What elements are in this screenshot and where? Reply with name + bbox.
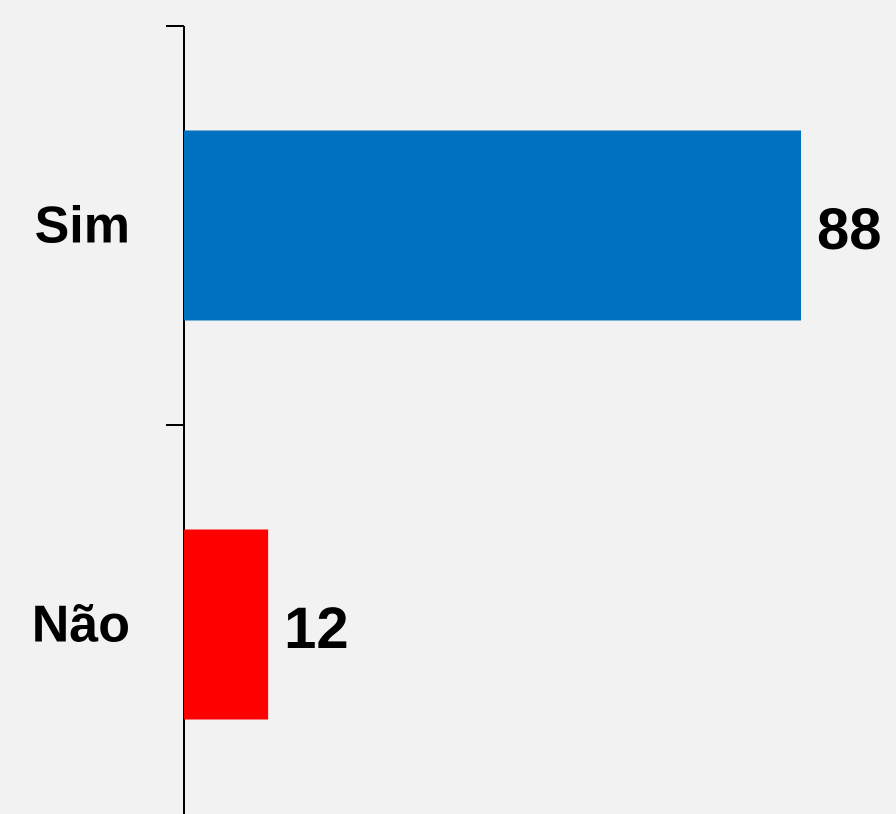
category-label: Não: [32, 596, 130, 654]
bar: [184, 130, 801, 321]
bar: [184, 529, 269, 720]
category-label: Sim: [35, 197, 130, 255]
value-label: 88: [817, 197, 882, 262]
value-label: 12: [284, 596, 349, 661]
